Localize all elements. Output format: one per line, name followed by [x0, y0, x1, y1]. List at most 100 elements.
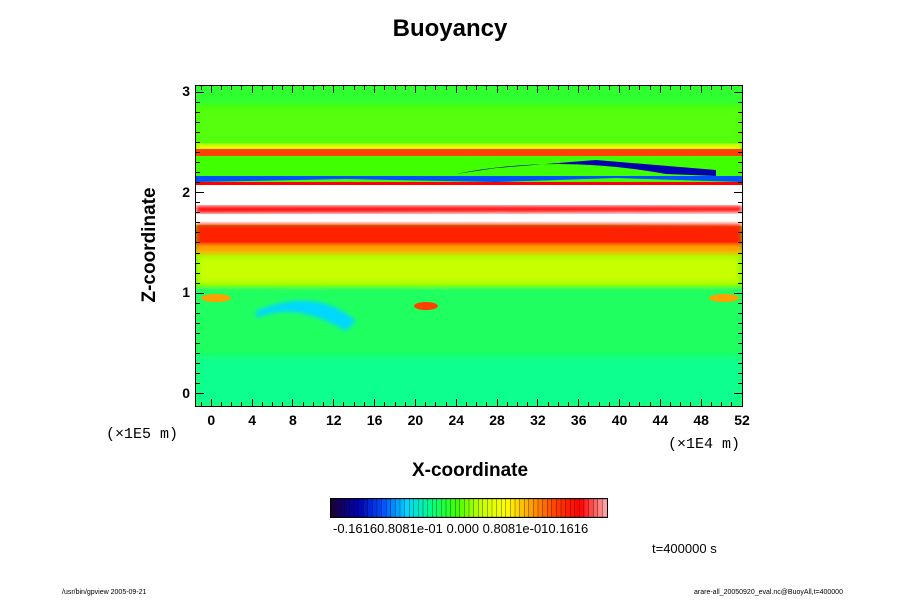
- y-minor-tick: [196, 343, 200, 345]
- field-white-lower: [196, 216, 742, 226]
- y-minor-tick: [196, 121, 200, 123]
- time-label: t=400000 s: [652, 541, 717, 556]
- x-tick-label: 16: [366, 412, 383, 428]
- y-minor-tick: [196, 373, 200, 375]
- x-axis-label: X-coordinate: [411, 460, 529, 481]
- colorbar-swatch: [418, 498, 424, 518]
- x-tick-label: 4: [248, 412, 257, 428]
- colorbar-swatch: [574, 498, 580, 518]
- y-minor-tick: [196, 111, 200, 113]
- y-minor-tick: [196, 232, 200, 234]
- field-yellow-line: [196, 144, 742, 150]
- y-major-tick: [196, 292, 204, 294]
- x-minor-tick: [629, 402, 631, 406]
- x-minor-tick: [465, 86, 467, 90]
- x-minor-tick: [568, 86, 569, 90]
- y-minor-tick: [196, 393, 200, 395]
- y-minor-tick: [738, 192, 742, 194]
- x-minor-tick: [486, 402, 488, 406]
- y-minor-tick: [738, 383, 742, 385]
- x-major-tick: [210, 399, 212, 406]
- x-major-tick: [537, 86, 539, 93]
- colorbar-swatch: [372, 498, 378, 518]
- field-upper-zone: [196, 106, 742, 146]
- x-tick-label: 44: [652, 412, 669, 428]
- colorbar-labels: -0.16160.8081e-01 0.000 0.8081e-010.1616: [333, 521, 589, 536]
- y-minor-tick: [738, 212, 742, 214]
- y-minor-tick: [196, 141, 200, 143]
- x-minor-tick: [404, 86, 406, 90]
- x-tick-label: 48: [693, 412, 709, 428]
- x-minor-tick: [261, 86, 263, 90]
- y-tick-label: 0: [182, 384, 190, 401]
- y-minor-tick: [196, 161, 200, 163]
- x-minor-tick: [302, 86, 304, 90]
- x-major-tick: [455, 86, 457, 93]
- y-minor-tick: [738, 343, 742, 345]
- y-minor-tick: [738, 151, 742, 153]
- x-minor-tick: [272, 402, 274, 406]
- colorbar-swatch: [602, 498, 608, 518]
- x-major-tick: [496, 86, 498, 93]
- y-minor-tick: [196, 252, 200, 254]
- x-tick-label: 40: [611, 412, 628, 428]
- colorbar-swatch: [519, 498, 525, 518]
- x-major-tick: [741, 86, 743, 93]
- y-minor-tick: [738, 393, 742, 395]
- x-major-tick: [210, 86, 212, 93]
- x-minor-tick: [261, 402, 263, 406]
- y-minor-tick: [738, 101, 742, 103]
- x-minor-tick: [680, 402, 682, 406]
- x-unit-label: (×1E4 m): [668, 436, 741, 453]
- x-minor-tick: [343, 402, 345, 406]
- x-minor-tick: [302, 402, 304, 406]
- y-minor-tick: [738, 232, 742, 234]
- x-minor-tick: [639, 402, 641, 406]
- colorbar-swatch: [358, 498, 364, 518]
- x-minor-tick: [598, 86, 600, 90]
- colorbar-swatch: [441, 498, 447, 518]
- x-minor-tick: [557, 402, 559, 406]
- colorbar-swatch: [395, 498, 401, 518]
- x-minor-tick: [527, 402, 529, 406]
- x-minor-tick: [404, 402, 406, 406]
- x-major-tick: [578, 399, 580, 406]
- colorbar-swatch: [404, 498, 410, 518]
- field-yellow-green-band: [196, 254, 742, 286]
- y-minor-tick: [738, 363, 742, 365]
- x-major-tick: [414, 399, 416, 406]
- x-minor-tick: [649, 402, 651, 406]
- x-minor-tick: [435, 86, 437, 90]
- colorbar-swatch: [427, 498, 433, 518]
- colorbar-swatch: [468, 498, 474, 518]
- x-major-tick: [537, 399, 539, 406]
- colorbar-swatch: [528, 498, 534, 518]
- x-minor-tick: [445, 86, 447, 90]
- y-minor-tick: [196, 131, 200, 133]
- y-minor-tick: [738, 131, 742, 133]
- y-minor-tick: [738, 111, 742, 113]
- field-red-spot-1: [414, 302, 438, 310]
- colorbar-swatch: [556, 498, 562, 518]
- y-minor-tick: [738, 333, 742, 335]
- x-minor-tick: [608, 402, 610, 406]
- colorbar-swatch: [436, 498, 442, 518]
- x-tick-label: 32: [530, 412, 546, 428]
- x-minor-tick: [465, 402, 467, 406]
- y-minor-tick: [196, 192, 200, 194]
- y-minor-tick: [738, 292, 742, 294]
- y-minor-tick: [738, 272, 742, 274]
- x-minor-tick: [435, 402, 437, 406]
- colorbar-swatch: [390, 498, 396, 518]
- y-minor-tick: [196, 101, 200, 103]
- y-minor-tick: [738, 302, 742, 304]
- colorbar-swatch: [547, 498, 553, 518]
- x-minor-tick: [670, 86, 672, 90]
- y-tick-label: 3: [182, 83, 190, 100]
- colorbar-swatch: [335, 498, 341, 518]
- x-minor-tick: [272, 86, 274, 90]
- y-minor-tick: [196, 322, 200, 324]
- x-minor-tick: [425, 86, 427, 90]
- field-top-zone: [196, 86, 742, 106]
- field-orange-spot-1: [201, 294, 231, 302]
